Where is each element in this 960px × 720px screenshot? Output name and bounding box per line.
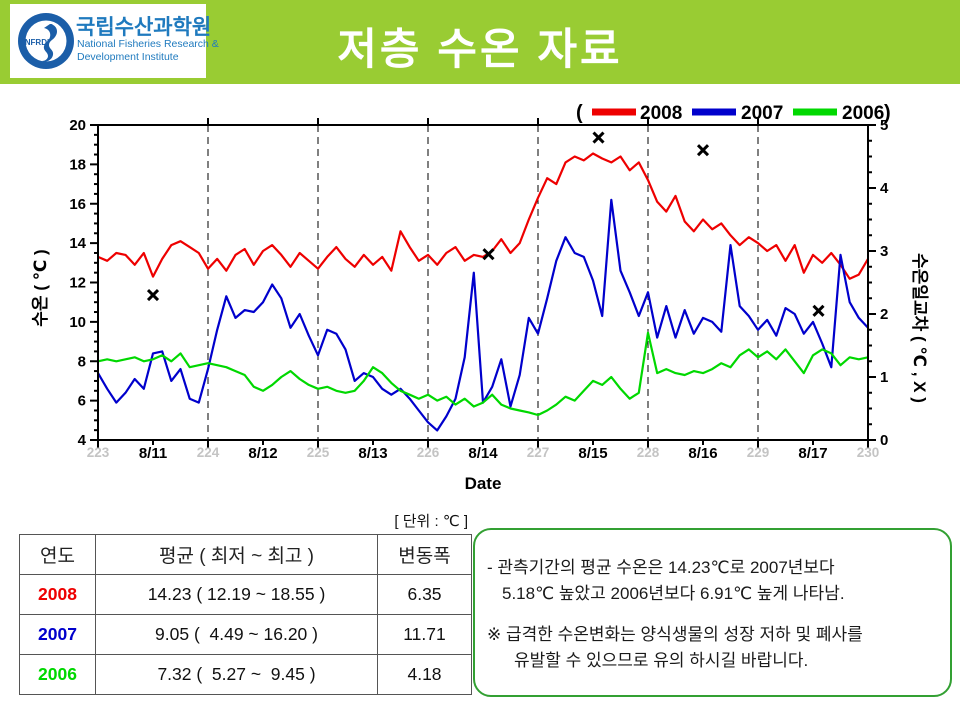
- stats-2008: 14.23 ( 12.19 ~ 18.55 ): [95, 574, 378, 615]
- range-2006: 4.18: [377, 654, 472, 695]
- range-2007: 11.71: [377, 614, 472, 655]
- date-label: 8/13: [358, 445, 387, 462]
- year-2007: 2007: [19, 614, 96, 655]
- header-bar: NFRDI 국립수산과학원 National Fisheries Researc…: [0, 0, 960, 84]
- stats-2007: 9.05 ( 4.49 ~ 16.20 ): [95, 614, 378, 655]
- range-2008: 6.35: [377, 574, 472, 615]
- seal-text: NFRDI: [25, 38, 49, 47]
- year-2008: 2008: [19, 574, 96, 615]
- left-tick-label: 12: [69, 275, 86, 292]
- left-tick-label: 4: [78, 432, 87, 449]
- range-marker-x: [812, 304, 825, 317]
- range-marker-x: [696, 144, 710, 157]
- right-tick-label: 3: [880, 243, 888, 260]
- legend-close-paren: ): [884, 102, 891, 124]
- right-tick-label: 0: [880, 432, 888, 449]
- range-marker-x: [592, 131, 605, 144]
- col-header-stats: 평균 ( 최저 ~ 최고 ): [95, 534, 378, 575]
- legend-label-2007: 2007: [741, 103, 783, 124]
- day-number-label: 227: [527, 445, 550, 460]
- right-tick-label: 5: [880, 117, 888, 134]
- left-tick-label: 6: [78, 393, 86, 410]
- seahorse-icon: [42, 24, 58, 62]
- date-label: 8/12: [248, 445, 277, 462]
- left-tick-label: 16: [69, 196, 86, 213]
- right-tick-label: 4: [880, 180, 889, 197]
- logo-box: NFRDI 국립수산과학원 National Fisheries Researc…: [10, 4, 219, 78]
- nfrdi-seal: NFRDI: [18, 13, 74, 69]
- left-tick-label: 10: [69, 314, 86, 331]
- date-label: 8/14: [468, 445, 498, 462]
- table-header-row: 연도 평균 ( 최저 ~ 최고 ) 변동폭: [19, 534, 472, 575]
- stats-2006: 7.32 ( 5.27 ~ 9.45 ): [95, 654, 378, 695]
- note-paragraph-2: ※ 급격한 수온변화는 양식생물의 성장 저하 및 폐사를 유발할 수 있으므로…: [487, 625, 863, 670]
- range-marker-x: [146, 289, 160, 302]
- table-row: 2007 9.05 ( 4.49 ~ 16.20 ) 11.71: [19, 614, 472, 655]
- date-label: 8/17: [798, 445, 827, 462]
- table-row: 2006 7.32 ( 5.27 ~ 9.45 ) 4.18: [19, 654, 472, 695]
- left-tick-label: 18: [69, 156, 86, 173]
- left-tick-label: 20: [69, 117, 86, 134]
- day-number-label: 225: [307, 445, 330, 460]
- left-tick-label: 14: [69, 235, 86, 252]
- page-title: 저층 수온 자료: [337, 26, 623, 74]
- day-number-label: 230: [857, 445, 880, 460]
- series-2007: [97, 198, 869, 432]
- right-tick-label: 1: [880, 369, 888, 386]
- unit-caption: [ 단위 : ℃ ]: [394, 513, 468, 530]
- day-number-label: 229: [747, 445, 770, 460]
- series-2006: [97, 331, 869, 417]
- range-marker-x: [482, 248, 495, 261]
- legend-label-2008: 2008: [640, 103, 682, 124]
- day-number-label: 228: [637, 445, 660, 460]
- right-tick-label: 2: [880, 306, 888, 323]
- y-right-title: 수온일교차 ( ℃ , X ): [910, 253, 929, 403]
- day-number-label: 224: [197, 445, 220, 460]
- col-header-year: 연도: [19, 534, 96, 575]
- legend-open-paren: (: [576, 102, 583, 124]
- col-header-range: 변동폭: [377, 534, 472, 575]
- date-label: 8/15: [578, 445, 607, 462]
- data-table: 연도 평균 ( 최저 ~ 최고 ) 변동폭 2008 14.23 ( 12.19…: [19, 534, 472, 695]
- logo-korean-name: 국립수산과학원: [76, 16, 212, 39]
- day-number-label: 223: [87, 445, 110, 460]
- table-row: 2008 14.23 ( 12.19 ~ 18.55 ) 6.35: [19, 574, 472, 615]
- x-axis-title: Date: [465, 474, 502, 493]
- note-paragraph-1: - 관측기간의 평균 수온은 14.23℃로 2007년보다 5.18℃ 높았고…: [487, 558, 845, 603]
- logo-english-name: National Fisheries Research & Developmen…: [77, 38, 219, 64]
- day-number-label: 226: [417, 445, 440, 460]
- date-label: 8/16: [688, 445, 717, 462]
- y-left-title: 수온 ( ℃ ): [31, 249, 50, 326]
- date-label: 8/11: [139, 445, 167, 462]
- left-tick-label: 8: [78, 353, 86, 370]
- year-2006: 2006: [19, 654, 96, 695]
- series-2008: [97, 152, 869, 280]
- legend-label-2006: 2006: [842, 103, 884, 124]
- note-box: - 관측기간의 평균 수온은 14.23℃로 2007년보다 5.18℃ 높았고…: [473, 528, 952, 697]
